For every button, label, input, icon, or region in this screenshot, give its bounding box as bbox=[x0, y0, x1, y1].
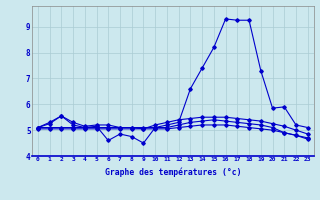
X-axis label: Graphe des températures (°c): Graphe des températures (°c) bbox=[105, 168, 241, 177]
